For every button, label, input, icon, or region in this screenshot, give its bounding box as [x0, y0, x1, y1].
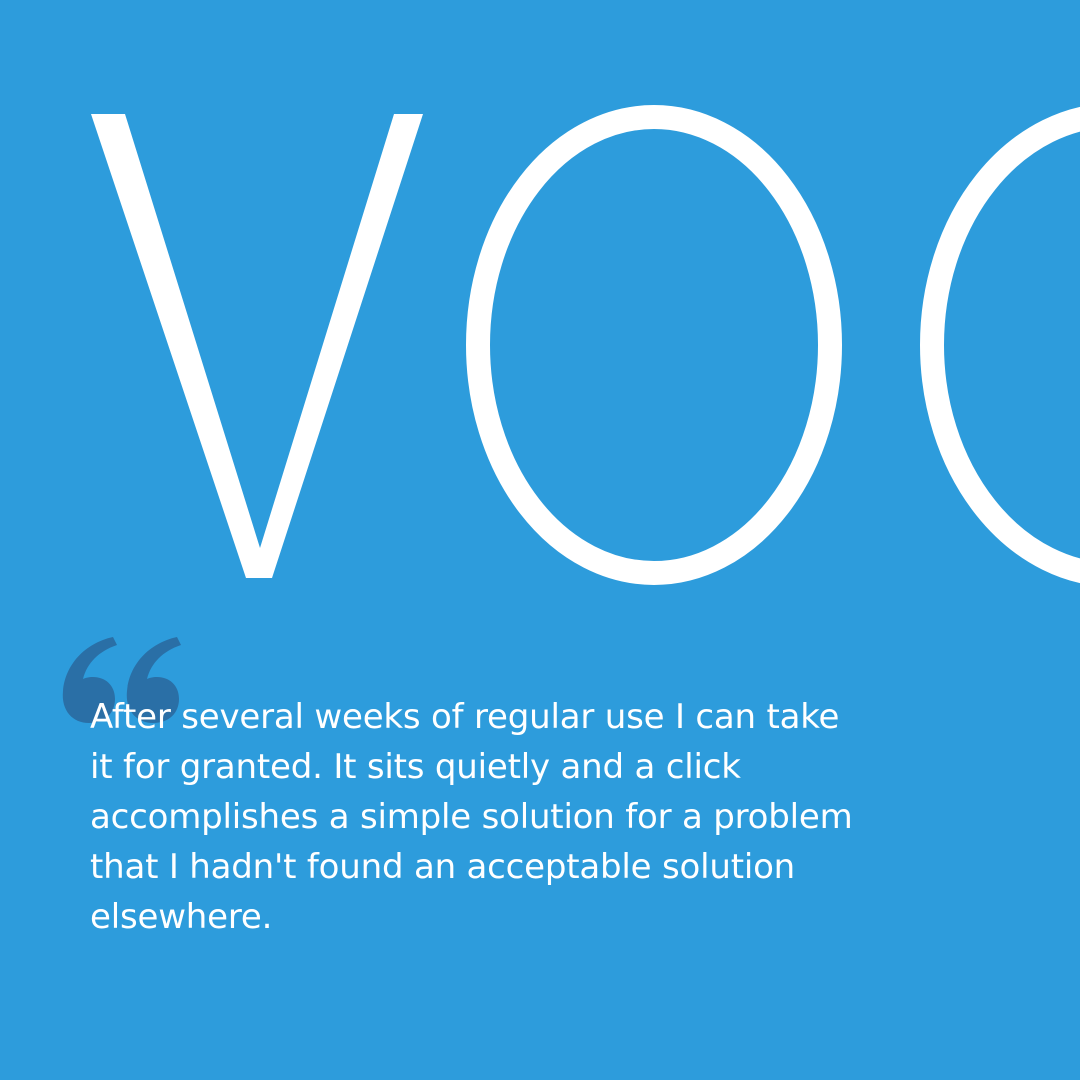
open-quote-icon — [55, 625, 185, 725]
wordmark-graphic — [91, 105, 1080, 585]
wordmark — [91, 105, 1080, 585]
quote-line: elsewhere. — [90, 897, 273, 937]
wordmark-letter-o-partial — [920, 106, 1080, 584]
wordmark-letter-v — [91, 114, 423, 578]
quote-line: After several weeks of regular use I can… — [90, 697, 840, 737]
quote-line: accomplishes a simple solution for a pro… — [90, 797, 853, 837]
wordmark-letter-o — [466, 105, 842, 585]
testimonial-quote: After several weeks of regular use I can… — [90, 692, 950, 942]
quote-line: it for granted. It sits quietly and a cl… — [90, 747, 741, 787]
quote-line: that I hadn't found an acceptable soluti… — [90, 847, 796, 887]
